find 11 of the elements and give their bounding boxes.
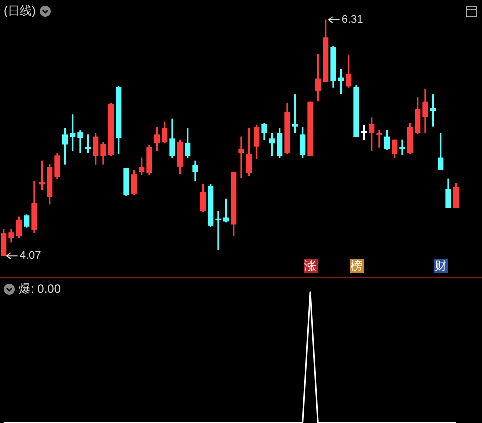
annotation: 4.07: [20, 250, 42, 262]
text: 财: [434, 259, 448, 273]
candlestick: [376, 130, 382, 148]
chart-title: (日线): [4, 3, 36, 20]
text: 涨: [304, 259, 318, 273]
candlestick: [238, 136, 244, 179]
annotation: 6.31: [342, 14, 364, 26]
candlestick: [400, 140, 406, 156]
candlestick: [216, 211, 222, 250]
text: 榜: [350, 259, 364, 273]
chart-title: 爆: 0.00: [19, 281, 62, 298]
